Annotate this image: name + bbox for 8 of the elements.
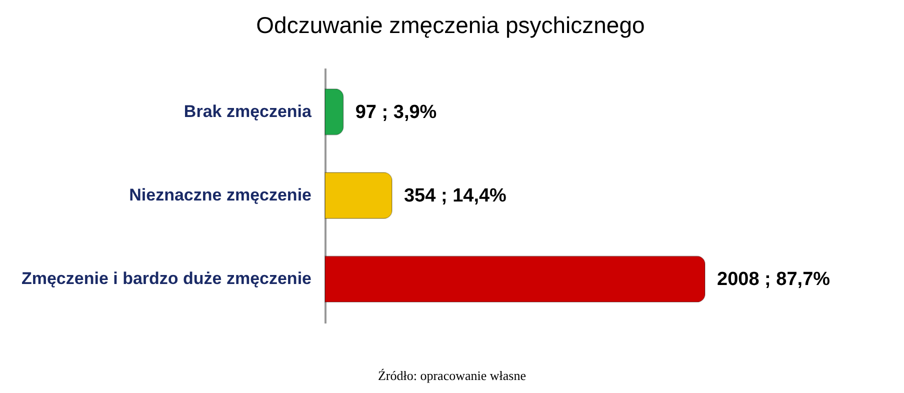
data-label: 354 ; 14,4% xyxy=(404,186,507,206)
text: Źródło: opracowanie własne xyxy=(376,368,527,384)
y-tick-label: Brak zmęczenia xyxy=(184,102,312,121)
y-tick-label: Nieznaczne zmęczenie xyxy=(129,186,312,204)
y-tick-label: Zmęczenie i bardzo duże zmęczenie xyxy=(21,269,312,288)
data-label: 97 ; 3,9% xyxy=(355,102,437,123)
data-label: 2008 ; 87,7% xyxy=(717,269,830,290)
chart-title: Odczuwanie zmęczenia psychicznego xyxy=(256,12,645,38)
